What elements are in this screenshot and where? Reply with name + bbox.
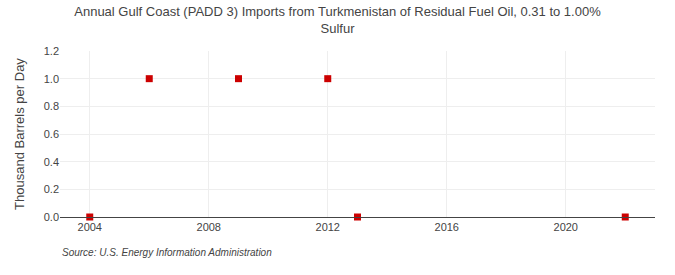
svg-text:2012: 2012: [316, 221, 340, 233]
svg-text:2016: 2016: [435, 221, 459, 233]
svg-text:0.2: 0.2: [44, 183, 59, 195]
svg-text:2008: 2008: [197, 221, 221, 233]
svg-text:Thousand Barrels per Day: Thousand Barrels per Day: [12, 58, 27, 210]
svg-text:0.6: 0.6: [44, 128, 59, 140]
svg-text:2020: 2020: [554, 221, 578, 233]
svg-text:0.0: 0.0: [44, 211, 59, 223]
svg-text:2004: 2004: [78, 221, 102, 233]
svg-text:Source: U.S. Energy Informatio: Source: U.S. Energy Information Administ…: [62, 247, 272, 258]
svg-text:1.0: 1.0: [44, 73, 59, 85]
svg-text:1.2: 1.2: [44, 45, 59, 57]
svg-text:0.8: 0.8: [44, 100, 59, 112]
svg-text:0.4: 0.4: [44, 156, 59, 168]
svg-text:Annual Gulf Coast (PADD 3) Imp: Annual Gulf Coast (PADD 3) Imports from …: [74, 4, 601, 36]
